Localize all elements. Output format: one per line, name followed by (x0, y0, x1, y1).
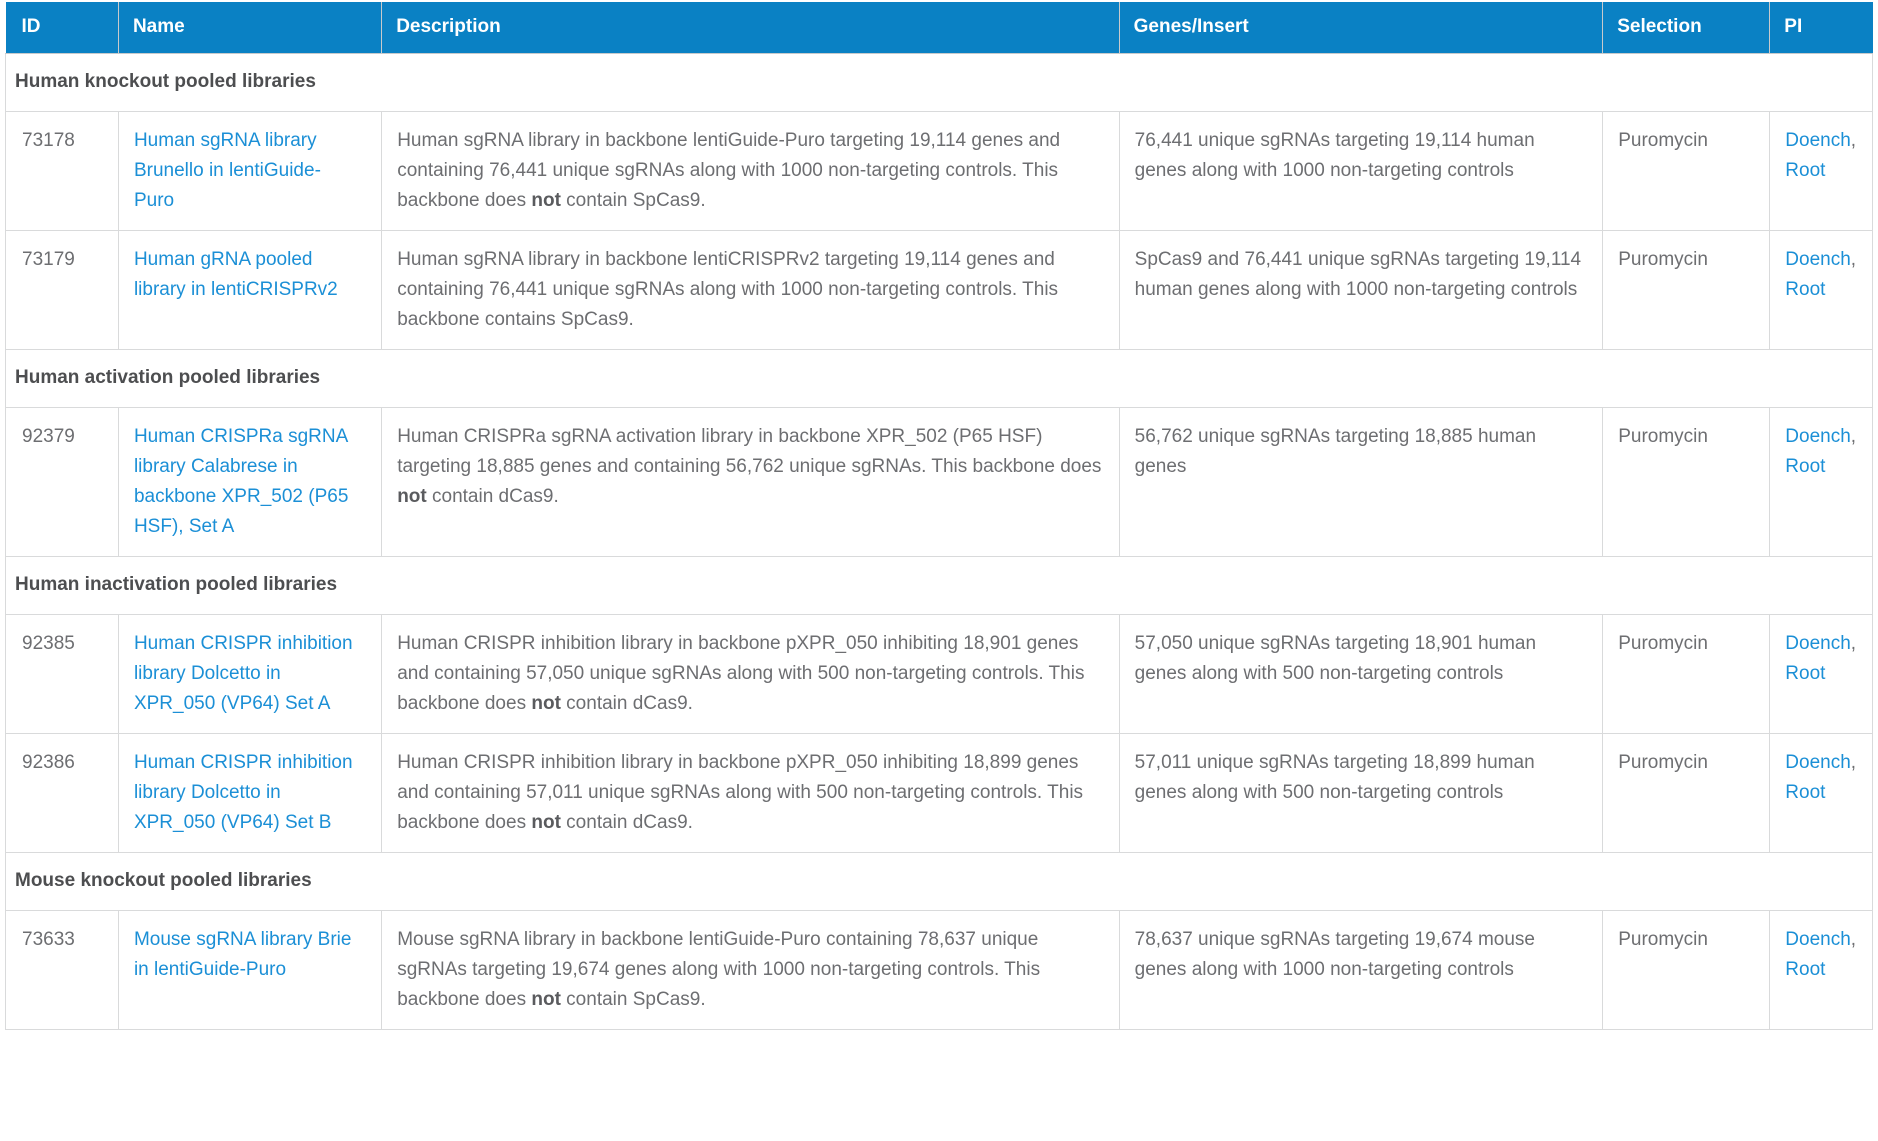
description-bold-text: not (531, 989, 561, 1010)
column-header-id: ID (5, 2, 119, 54)
pi-link[interactable]: Doench (1785, 130, 1851, 151)
cell-description: Human sgRNA library in backbone lentiCRI… (381, 230, 1120, 350)
section-row: Human inactivation pooled libraries (5, 556, 1873, 615)
description-bold-text: not (531, 693, 561, 714)
pi-link[interactable]: Doench (1785, 633, 1851, 654)
column-header-pi: PI (1769, 2, 1873, 54)
cell-id: 73179 (5, 230, 119, 350)
section-row: Human activation pooled libraries (5, 349, 1873, 408)
section-title: Human inactivation pooled libraries (5, 556, 1873, 615)
pi-link[interactable]: Doench (1785, 249, 1851, 270)
description-bold-text: not (531, 190, 561, 211)
cell-name: Human sgRNA library Brunello in lentiGui… (117, 111, 383, 231)
cell-id: 73633 (5, 910, 119, 1030)
section-title: Human knockout pooled libraries (5, 53, 1873, 112)
cell-name: Human CRISPRa sgRNA library Calabrese in… (117, 407, 383, 557)
cell-name: Human CRISPR inhibition library Dolcetto… (117, 733, 383, 853)
cell-name: Human gRNA pooled library in lentiCRISPR… (117, 230, 383, 350)
cell-id: 92385 (5, 614, 119, 734)
table-row: 73633 Mouse sgRNA library Brie in lentiGu… (5, 910, 1873, 1030)
cell-selection: Puromycin (1602, 111, 1771, 231)
pi-link[interactable]: Root (1785, 663, 1826, 684)
cell-id: 73178 (5, 111, 119, 231)
cell-pi: Doench, Root (1769, 910, 1873, 1030)
library-name-link[interactable]: Human CRISPR inhibition library Dolcetto… (133, 752, 353, 833)
section-title: Human activation pooled libraries (5, 349, 1873, 408)
cell-id: 92379 (5, 407, 119, 557)
table-row: 92379 Human CRISPRa sgRNA library Calabre… (5, 407, 1873, 557)
library-name-link[interactable]: Mouse sgRNA library Brie in lentiGuide-P… (133, 929, 352, 980)
pi-link[interactable]: Root (1785, 959, 1826, 980)
pi-link[interactable]: Root (1785, 279, 1826, 300)
table-row: 92386 Human CRISPR inhibition library Dol… (5, 733, 1873, 853)
column-header-selection: Selection (1602, 2, 1771, 54)
pi-link[interactable]: Root (1785, 456, 1826, 477)
table-header-row: ID Name Description Genes/Insert Selection PI (5, 2, 1873, 54)
cell-selection: Puromycin (1602, 733, 1771, 853)
cell-pi: Doench, Root (1769, 230, 1873, 350)
cell-selection: Puromycin (1602, 910, 1771, 1030)
cell-pi: Doench, Root (1769, 614, 1873, 734)
cell-description: Human CRISPR inhibition library in backb… (381, 614, 1120, 734)
pooled-libraries-table: ID Name Description Genes/Insert Selection PI… (5, 2, 1873, 1030)
table-row: 73178 Human sgRNA library Brunello in len… (5, 111, 1873, 231)
cell-genes-insert: SpCas9 and 76,441 unique sgRNAs targetin… (1118, 230, 1604, 350)
library-name-link[interactable]: Human CRISPR inhibition library Dolcetto… (133, 633, 353, 714)
column-header-description: Description (381, 2, 1120, 54)
pi-link[interactable]: Root (1785, 782, 1826, 803)
section-row: Human knockout pooled libraries (5, 53, 1873, 112)
section-row: Mouse knockout pooled libraries (5, 852, 1873, 911)
cell-selection: Puromycin (1602, 614, 1771, 734)
cell-genes-insert: 57,011 unique sgRNAs targeting 18,899 hu… (1118, 733, 1604, 853)
pi-link[interactable]: Doench (1785, 752, 1851, 773)
cell-description: Human sgRNA library in backbone lentiGui… (381, 111, 1120, 231)
cell-pi: Doench, Root (1769, 111, 1873, 231)
pi-link[interactable]: Doench (1785, 426, 1851, 447)
column-header-genes_insert: Genes/Insert (1118, 2, 1604, 54)
cell-pi: Doench, Root (1769, 407, 1873, 557)
cell-selection: Puromycin (1602, 407, 1771, 557)
cell-description: Human CRISPR inhibition library in backb… (381, 733, 1120, 853)
cell-genes-insert: 76,441 unique sgRNAs targeting 19,114 hu… (1118, 111, 1604, 231)
cell-name: Human CRISPR inhibition library Dolcetto… (117, 614, 383, 734)
library-name-link[interactable]: Human sgRNA library Brunello in lentiGui… (133, 130, 321, 211)
description-bold-text: not (531, 812, 561, 833)
pi-link[interactable]: Root (1785, 160, 1826, 181)
cell-genes-insert: 56,762 unique sgRNAs targeting 18,885 hu… (1118, 407, 1604, 557)
table-row: 92385 Human CRISPR inhibition library Dol… (5, 614, 1873, 734)
cell-description: Mouse sgRNA library in backbone lentiGui… (381, 910, 1120, 1030)
cell-genes-insert: 57,050 unique sgRNAs targeting 18,901 hu… (1118, 614, 1604, 734)
cell-id: 92386 (5, 733, 119, 853)
section-title: Mouse knockout pooled libraries (5, 852, 1873, 911)
table-row: 73179 Human gRNA pooled library in lentiC… (5, 230, 1873, 350)
cell-genes-insert: 78,637 unique sgRNAs targeting 19,674 mo… (1118, 910, 1604, 1030)
pi-link[interactable]: Doench (1785, 929, 1851, 950)
cell-name: Mouse sgRNA library Brie in lentiGuide-P… (117, 910, 383, 1030)
cell-pi: Doench, Root (1769, 733, 1873, 853)
cell-selection: Puromycin (1602, 230, 1771, 350)
description-bold-text: not (397, 486, 427, 507)
column-header-name: Name (117, 2, 383, 54)
library-name-link[interactable]: Human CRISPRa sgRNA library Calabrese in… (133, 426, 349, 537)
library-name-link[interactable]: Human gRNA pooled library in lentiCRISPR… (133, 249, 338, 300)
cell-description: Human CRISPRa sgRNA activation library i… (381, 407, 1120, 557)
